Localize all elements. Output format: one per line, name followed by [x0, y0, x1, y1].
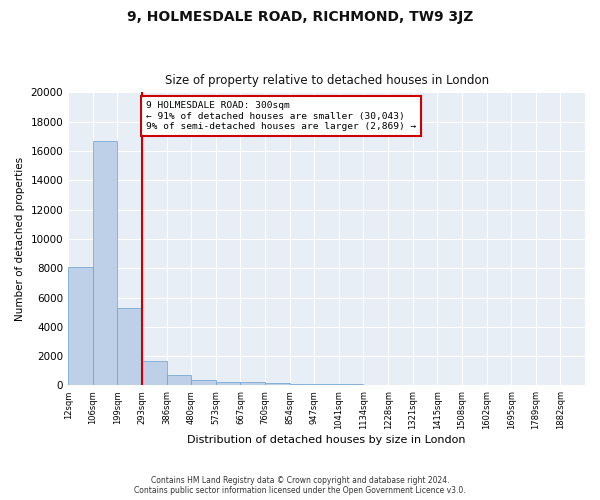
Bar — [142, 360, 167, 386]
Bar — [118, 308, 142, 386]
Bar — [167, 375, 191, 386]
Bar — [413, 385, 437, 386]
Bar — [364, 384, 388, 386]
Bar — [68, 268, 93, 386]
Bar — [265, 382, 290, 386]
Text: 9, HOLMESDALE ROAD, RICHMOND, TW9 3JZ: 9, HOLMESDALE ROAD, RICHMOND, TW9 3JZ — [127, 10, 473, 24]
Bar — [216, 382, 241, 386]
Title: Size of property relative to detached houses in London: Size of property relative to detached ho… — [164, 74, 488, 87]
Bar — [241, 382, 265, 386]
Y-axis label: Number of detached properties: Number of detached properties — [15, 157, 25, 321]
Bar — [191, 380, 216, 386]
Text: Contains HM Land Registry data © Crown copyright and database right 2024.
Contai: Contains HM Land Registry data © Crown c… — [134, 476, 466, 495]
Bar — [339, 384, 364, 386]
Bar — [388, 385, 413, 386]
Text: 9 HOLMESDALE ROAD: 300sqm
← 91% of detached houses are smaller (30,043)
9% of se: 9 HOLMESDALE ROAD: 300sqm ← 91% of detac… — [146, 101, 416, 131]
X-axis label: Distribution of detached houses by size in London: Distribution of detached houses by size … — [187, 435, 466, 445]
Bar — [290, 384, 314, 386]
Bar — [314, 384, 339, 386]
Bar — [93, 140, 118, 386]
